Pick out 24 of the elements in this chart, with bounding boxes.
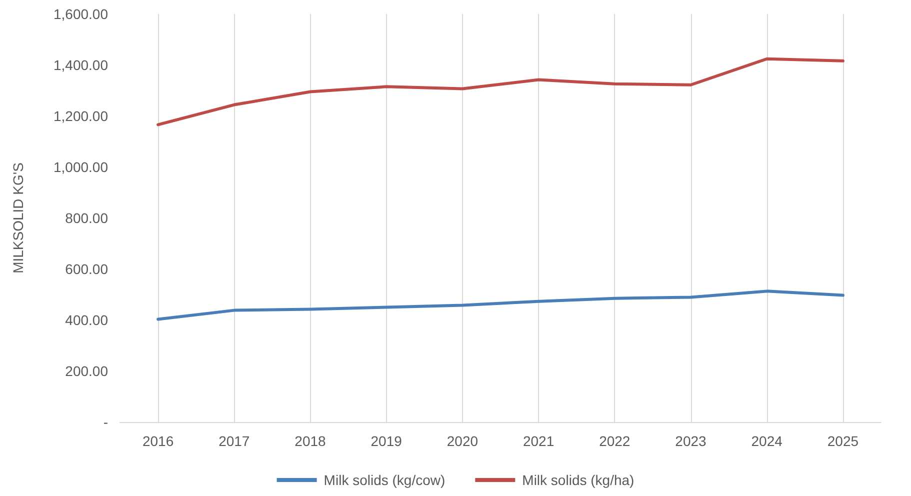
line-series [156, 290, 844, 321]
y-tick-label: 800.00 [65, 210, 108, 226]
x-tick-label: 2018 [294, 433, 326, 449]
x-tick-label: 2024 [751, 433, 783, 449]
x-tick-label: 2022 [599, 433, 630, 449]
x-tick-label: 2025 [827, 433, 859, 449]
y-tick-label: 1,200.00 [54, 108, 108, 124]
legend-label: Milk solids (kg/ha) [522, 472, 634, 488]
y-tick-label: 400.00 [65, 312, 108, 328]
y-tick-label: 1,400.00 [54, 57, 108, 73]
x-tick-label: 2019 [370, 433, 402, 449]
y-tick-label: 600.00 [65, 261, 108, 277]
x-tick-label: 2017 [218, 433, 250, 449]
y-tick-label: 1,000.00 [54, 159, 108, 175]
y-tick-label: 1,600.00 [54, 6, 108, 22]
x-tick-label: 2020 [446, 433, 478, 449]
y-tick-label: - [103, 414, 108, 430]
line-series [156, 57, 844, 126]
x-tick-label: 2021 [522, 433, 554, 449]
y-axis-title: MILKSOLID KG'S [10, 162, 26, 274]
legend-label: Milk solids (kg/cow) [324, 472, 446, 488]
x-tick-label: 2016 [142, 433, 174, 449]
y-tick-label: 200.00 [65, 363, 108, 379]
x-tick-label: 2023 [675, 433, 707, 449]
